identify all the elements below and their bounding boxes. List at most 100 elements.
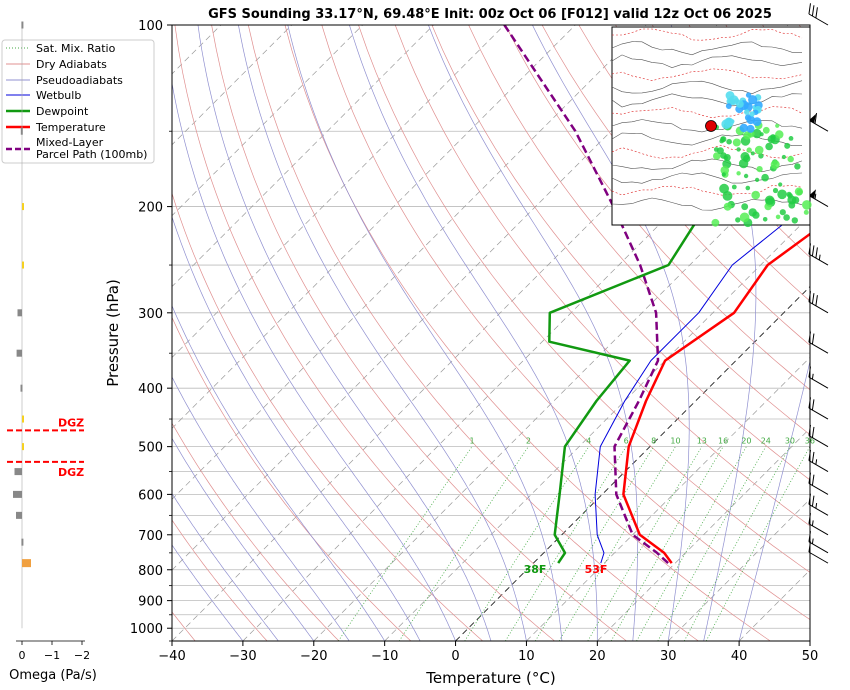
omega-bar <box>22 415 24 423</box>
x-tick-label: 20 <box>589 649 606 664</box>
y-tick-label: 200 <box>138 201 163 216</box>
omega-bar <box>13 490 22 498</box>
isotherm-line <box>172 25 505 358</box>
x-axis: −40 −30 −20 −10 0 10 20 30 40 50 <box>158 641 818 664</box>
x-tick-label: 0 <box>451 649 459 664</box>
dgz-label: DGZ <box>58 466 84 479</box>
dry-adiabat <box>431 25 810 481</box>
y-axis: 100 200 300 400 500 600 700 800 900 1000 <box>130 19 172 642</box>
pseudoadiabat <box>287 25 563 641</box>
pseudoadiabat <box>197 25 492 641</box>
x-tick-label: 10 <box>518 649 535 664</box>
mixing-ratio-label: 24 <box>761 437 771 446</box>
x-tick-label: −40 <box>158 649 185 664</box>
legend-dry-adiabats: Dry Adiabats <box>36 58 107 71</box>
dry-adiabat <box>541 25 810 346</box>
legend-parcel: Mixed-Layer Parcel Path (100mb) <box>36 136 147 161</box>
mixing-ratio-label: 30 <box>785 437 795 446</box>
dry-adiabat <box>172 519 268 641</box>
pseudoadiabat <box>172 492 279 641</box>
omega-bar <box>17 309 22 317</box>
dry-adiabat <box>321 25 810 621</box>
omega-axis-label: Omega (Pa/s) <box>9 668 97 683</box>
wind-barb <box>808 3 829 26</box>
x-tick-label: −10 <box>371 649 398 664</box>
wind-barb <box>808 493 829 516</box>
pseudoadiabats <box>172 25 810 641</box>
omega-tick-label: −2 <box>74 649 90 662</box>
isotherm-line <box>667 498 810 641</box>
mixing-ratio-label: 1 <box>469 437 474 446</box>
wind-barb <box>808 189 829 208</box>
pseudoadiabat <box>172 437 315 641</box>
omega-bar <box>22 559 31 568</box>
dry-adiabat <box>247 25 699 641</box>
isotherm-line <box>172 25 363 217</box>
y-tick-label: 600 <box>138 488 163 503</box>
mixing-ratio-label: 4 <box>586 437 591 446</box>
pseudoadiabat <box>738 359 810 641</box>
pseudoadiabat <box>349 25 598 641</box>
omega-bar <box>22 203 24 211</box>
dry-adiabat <box>211 25 627 641</box>
wind-barb <box>808 243 829 266</box>
omega-bar <box>21 21 24 29</box>
mixing-ratio-label: 13 <box>697 437 707 446</box>
pseudoadiabat <box>172 544 244 641</box>
wind-barb <box>808 112 829 132</box>
dgz-label: DGZ <box>58 416 84 429</box>
wind-barb <box>808 366 829 389</box>
isotherm-line <box>172 25 576 429</box>
pseudoadiabat <box>532 25 690 641</box>
mixing-ratio-label: 2 <box>526 437 531 446</box>
x-tick-label: −30 <box>229 649 256 664</box>
x-tick-label: 50 <box>802 649 819 664</box>
dry-adiabat <box>505 25 810 391</box>
dry-adiabat <box>836 25 850 641</box>
x-tick-label: 30 <box>660 649 677 664</box>
wind-barb <box>808 472 829 495</box>
y-tick-label: 100 <box>138 19 163 34</box>
isotherm-line <box>455 285 810 641</box>
isotherm-line <box>597 427 810 641</box>
omega-bar <box>16 511 22 519</box>
omega-panel: DGZ DGZ 0 −1 −2 <box>7 21 90 662</box>
dry-adiabats <box>172 25 850 641</box>
pseudoadiabat <box>172 81 456 641</box>
pseudoadiabat <box>670 25 757 641</box>
wind-barbs <box>808 3 829 564</box>
pseudoadiabat <box>238 25 527 641</box>
regional-forecast-map <box>611 28 812 228</box>
legend: Sat. Mix. Ratio Dry Adiabats Pseudoadiab… <box>1 39 155 164</box>
legend-sat-mix-ratio: Sat. Mix. Ratio <box>36 42 116 55</box>
wind-barb <box>808 291 829 314</box>
omega-bar <box>21 538 24 546</box>
y-tick-label: 700 <box>138 529 163 544</box>
y-tick-label: 500 <box>138 441 163 456</box>
surface-dewpoint-label: 38F <box>524 563 547 576</box>
y-axis-label: Pressure (hPa) <box>104 279 122 387</box>
mixing-ratio-line <box>534 446 655 641</box>
mixing-ratio-line <box>558 446 676 641</box>
mixing-ratio-line <box>610 446 724 641</box>
x-axis-label: Temperature (°C) <box>425 669 555 687</box>
x-tick-label: −20 <box>300 649 327 664</box>
location-marker <box>705 120 717 132</box>
mixing-ratio-labels: 1 2 4 6 8 10 13 16 20 24 30 36 <box>469 437 814 446</box>
dry-adiabat <box>172 422 340 641</box>
pseudoadiabat <box>172 376 350 641</box>
mixing-ratio-line <box>398 446 529 641</box>
legend-pseudoadiabats: Pseudoadiabats <box>36 74 123 87</box>
wind-barb <box>808 397 829 420</box>
surface-temp-label: 53F <box>585 563 608 576</box>
series-mixed-layer <box>503 25 669 565</box>
omega-bar <box>22 443 24 451</box>
wind-barb <box>808 531 829 554</box>
omega-tick-label: −1 <box>44 649 60 662</box>
dry-adiabat <box>358 25 810 573</box>
series-wetbulb <box>594 202 810 564</box>
inset-map <box>611 26 812 228</box>
mixing-ratio-label: 8 <box>651 437 656 446</box>
isotherm-line <box>172 25 293 146</box>
